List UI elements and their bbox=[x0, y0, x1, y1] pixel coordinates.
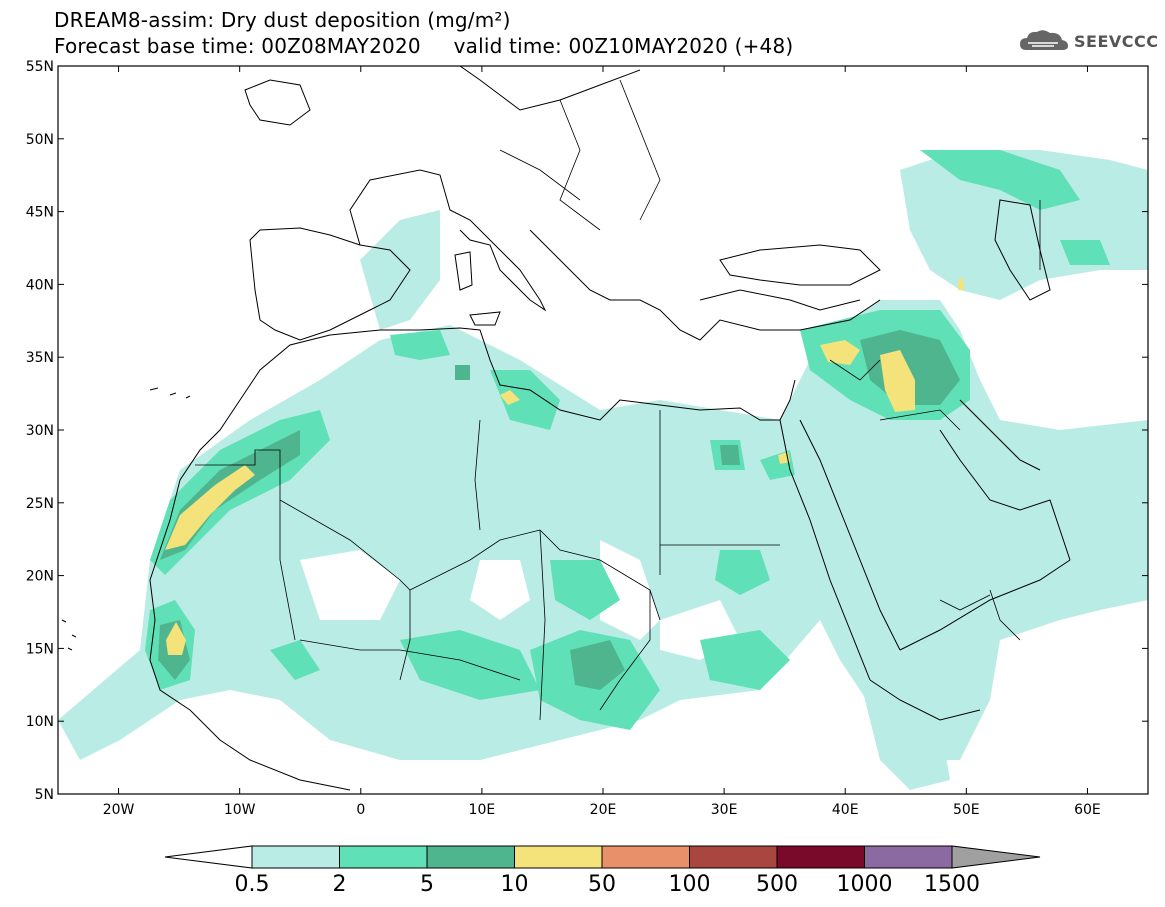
lon-tick-label: 60E bbox=[1074, 802, 1101, 818]
colorbar-swatch bbox=[776, 845, 865, 869]
lat-tick-label: 30N bbox=[26, 423, 54, 439]
lon-tick-label: 40E bbox=[832, 802, 859, 818]
map-title: DREAM8-assim: Dry dust deposition (mg/m²… bbox=[54, 8, 511, 32]
lat-tick-label: 45N bbox=[26, 205, 54, 221]
colorbar-swatch bbox=[601, 845, 690, 869]
colorbar-swatch bbox=[426, 845, 515, 869]
colorbar-swatch bbox=[514, 845, 603, 869]
lon-tick-label: 50E bbox=[953, 802, 980, 818]
colorbar-label: 5 bbox=[420, 872, 434, 897]
logo-text: SEEVCCC bbox=[1074, 31, 1159, 51]
latitude-axis: 55N 50N 45N 40N 35N 30N 25N 20N 15N 10N 5N bbox=[26, 59, 1148, 803]
colorbar-swatch bbox=[339, 845, 428, 869]
colorbar-swatch bbox=[689, 845, 778, 869]
colorbar-swatch bbox=[864, 845, 953, 869]
colorbar-label: 500 bbox=[756, 872, 798, 897]
lon-tick-label: 10W bbox=[224, 802, 256, 818]
lat-tick-label: 55N bbox=[26, 59, 54, 75]
colorbar-label: 50 bbox=[588, 872, 616, 897]
colorbar-under-arrow bbox=[164, 845, 253, 869]
lat-tick-label: 10N bbox=[26, 714, 54, 730]
colorbar-label: 10 bbox=[500, 872, 529, 897]
lon-tick-label: 20E bbox=[590, 802, 617, 818]
seevccc-logo: SEEVCCC bbox=[1018, 28, 1159, 54]
colorbar-swatch bbox=[251, 845, 340, 869]
colorbar-label: 1500 bbox=[924, 872, 980, 897]
colorbar bbox=[164, 845, 1041, 869]
lat-tick-label: 40N bbox=[26, 277, 54, 293]
lon-tick-label: 30E bbox=[711, 802, 738, 818]
lat-tick-label: 20N bbox=[26, 569, 54, 585]
map-subtitle: Forecast base time: 00Z08MAY2020 valid t… bbox=[54, 34, 794, 58]
colorbar-label: 0.5 bbox=[234, 872, 270, 897]
lat-tick-label: 35N bbox=[26, 350, 54, 366]
lon-tick-label: 10E bbox=[469, 802, 496, 818]
colorbar-label: 2 bbox=[332, 872, 347, 897]
contour-10 bbox=[165, 278, 964, 655]
lat-tick-label: 50N bbox=[26, 132, 54, 148]
colorbar-label: 100 bbox=[668, 872, 711, 897]
coastlines bbox=[61, 66, 1071, 791]
colorbar-over-arrow bbox=[951, 845, 1041, 869]
lat-tick-label: 15N bbox=[26, 641, 54, 657]
cloud-icon bbox=[1020, 30, 1068, 50]
longitude-axis: 20W 10W 0 10E 20E 30E 40E 50E 60E bbox=[103, 66, 1101, 818]
lon-tick-label: 20W bbox=[103, 802, 135, 818]
colorbar-label: 1000 bbox=[836, 872, 893, 897]
lon-tick-label: 0 bbox=[356, 802, 365, 818]
dust-contours bbox=[58, 150, 1148, 790]
lat-tick-label: 5N bbox=[35, 787, 54, 803]
country-borders bbox=[195, 79, 1041, 721]
lat-tick-label: 25N bbox=[26, 496, 54, 512]
